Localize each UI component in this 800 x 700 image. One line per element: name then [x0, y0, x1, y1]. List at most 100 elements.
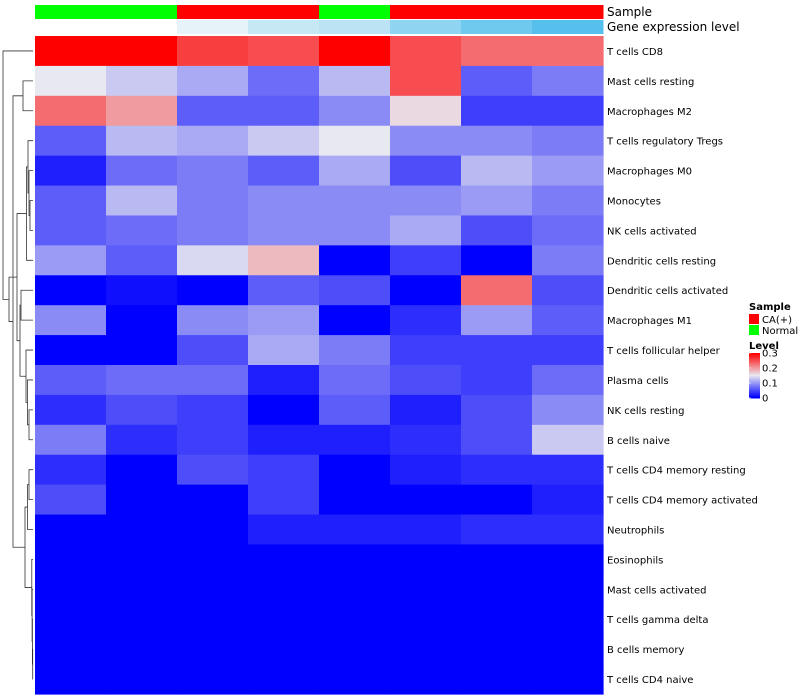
- level-colorbar-segment: [749, 380, 760, 382]
- heatmap-cell: [461, 185, 533, 217]
- heatmap-cell: [532, 65, 604, 97]
- heatmap-cell: [248, 634, 320, 665]
- heatmap-cell: [390, 95, 462, 127]
- heatmap-cell: [319, 604, 391, 635]
- row-label: B cells naive: [607, 436, 670, 447]
- heatmap-cell: [106, 574, 178, 605]
- heatmap-cell: [177, 454, 249, 486]
- heatmap-cell: [35, 155, 107, 187]
- level-colorbar-segment: [749, 364, 760, 366]
- level-colorbar-segment: [749, 361, 760, 363]
- heatmap-cell: [177, 125, 249, 157]
- heatmap-cell: [177, 245, 249, 276]
- row-label: Macrophages M1: [607, 316, 692, 327]
- heatmap-cell: [319, 245, 391, 276]
- heatmap-cell: [461, 484, 533, 516]
- level-tick-label: 0.2: [762, 364, 778, 375]
- heatmap-cell: [35, 305, 107, 336]
- heatmap-cell: [248, 335, 320, 366]
- heatmap-cell: [390, 185, 462, 217]
- heatmap-cell: [319, 424, 391, 456]
- sample-legend-swatch: [749, 325, 759, 335]
- dendrogram-branch: [20, 289, 33, 321]
- heatmap-cell: [461, 514, 533, 546]
- row-label: Dendritic cells resting: [607, 256, 716, 267]
- row-label: T cells CD8: [606, 47, 663, 58]
- level-colorbar-segment: [749, 393, 760, 395]
- heatmap-cell: [35, 125, 107, 157]
- dendrogram-branch: [25, 349, 33, 403]
- dendrogram-branch: [29, 200, 33, 231]
- heatmap-cell: [106, 664, 178, 695]
- heatmap-cell: [177, 365, 249, 396]
- row-label: Plasma cells: [607, 376, 669, 387]
- heatmap-cell: [390, 454, 462, 486]
- heatmap-cell: [319, 664, 391, 695]
- heatmap-cell: [248, 155, 320, 187]
- heatmap-cell: [106, 335, 178, 366]
- level-colorbar-segment: [749, 386, 760, 388]
- heatmap-cell: [532, 574, 604, 605]
- heatmap-cell: [248, 454, 320, 486]
- heatmap-cell: [248, 305, 320, 336]
- row-label: Macrophages M2: [607, 107, 692, 118]
- heatmap-cell: [106, 544, 178, 575]
- heatmap-cell: [461, 424, 533, 456]
- heatmap-cell: [461, 36, 533, 67]
- heatmap-cell: [461, 95, 533, 127]
- sample-annotation-label: Sample: [607, 5, 652, 19]
- row-labels: T cells CD8 Mast cells resting Macrophages…: [606, 47, 758, 686]
- heatmap-cell: [390, 514, 462, 546]
- gene-expression-annotation-cell: [177, 20, 249, 34]
- heatmap-cell: [106, 215, 178, 246]
- heatmap-cell: [248, 245, 320, 276]
- heatmap-cell: [106, 65, 178, 97]
- heatmap-cells: [35, 36, 604, 695]
- heatmap-cell: [461, 634, 533, 665]
- heatmap-cell: [35, 574, 107, 605]
- heatmap-cell: [35, 484, 107, 516]
- heatmap-cell: [35, 65, 107, 97]
- heatmap-cell: [319, 634, 391, 665]
- level-colorbar-segment: [749, 389, 760, 391]
- level-colorbar-segment: [749, 381, 760, 383]
- heatmap-cell: [177, 275, 249, 306]
- gene-expression-annotation-cell: [390, 20, 462, 34]
- gene-expression-annotation-cell: [106, 20, 178, 34]
- sample-legend-swatch: [749, 314, 759, 324]
- level-colorbar-segment: [749, 392, 760, 394]
- heatmap-cell: [248, 664, 320, 695]
- heatmap-cell: [461, 544, 533, 575]
- level-colorbar-segment: [749, 378, 760, 380]
- heatmap-cell: [532, 634, 604, 665]
- dendrogram-branch: [12, 95, 25, 548]
- level-colorbar-segment: [749, 385, 760, 387]
- level-colorbar-segment: [749, 356, 760, 358]
- heatmap-cell: [532, 514, 604, 546]
- heatmap-cell: [35, 424, 107, 456]
- level-colorbar-segment: [749, 365, 760, 367]
- heatmap-cell: [532, 544, 604, 575]
- legend: Sample Level CA(+)Normal 0.3 0.2 0.1 0: [749, 302, 798, 405]
- heatmap-cell: [532, 275, 604, 306]
- level-colorbar-segment: [749, 394, 760, 396]
- heatmap-cell: [106, 125, 178, 157]
- heatmap-cell: [35, 245, 107, 276]
- level-colorbar-segment: [749, 373, 760, 375]
- heatmap-cell: [248, 514, 320, 546]
- heatmap-cell: [35, 215, 107, 246]
- heatmap-cell: [532, 125, 604, 157]
- heatmap-cell: [390, 65, 462, 97]
- heatmap-cell: [461, 125, 533, 157]
- dendrogram-branch: [27, 379, 33, 426]
- level-colorbar-segment: [749, 388, 760, 390]
- heatmap-cell: [532, 604, 604, 635]
- heatmap-cell: [319, 95, 391, 127]
- heatmap-cell: [106, 394, 178, 426]
- heatmap-cell: [319, 454, 391, 486]
- heatmap-cell: [106, 95, 178, 127]
- heatmap-cell: [319, 275, 391, 306]
- heatmap-cell: [319, 335, 391, 366]
- heatmap-cell: [390, 604, 462, 635]
- level-colorbar-segment: [749, 355, 760, 357]
